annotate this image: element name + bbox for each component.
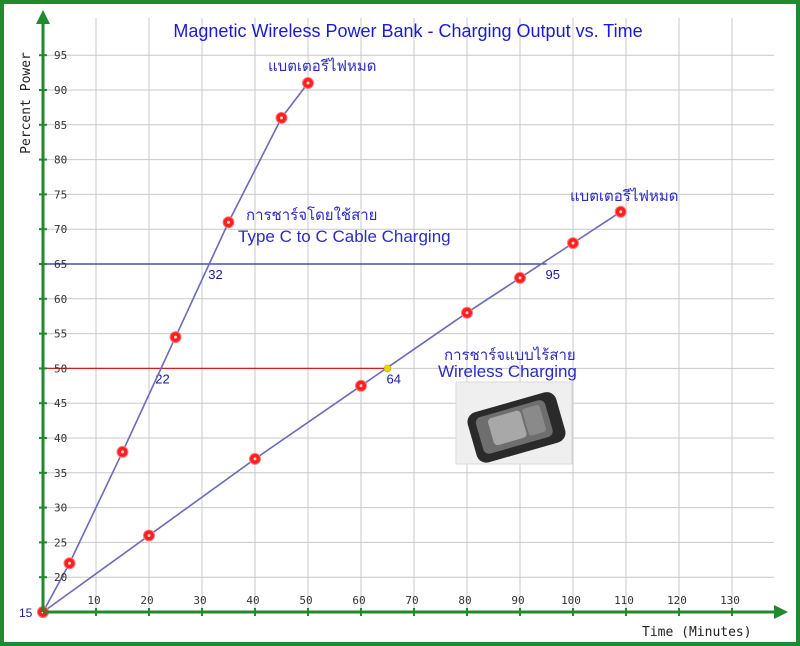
series-line <box>42 211 622 613</box>
axes <box>36 10 788 619</box>
y-axis-title: Percent Power <box>19 52 34 154</box>
x-axis-title: Time (Minutes) <box>642 625 752 640</box>
x-tick-label: 90 <box>511 594 524 607</box>
data-point-highlight <box>147 533 151 537</box>
wireless-empty-label: แบตเตอรีไฟหมด <box>570 187 679 205</box>
crossing-label: 22 <box>155 371 169 386</box>
cable-empty-label: แบตเตอรีไฟหมด <box>268 57 377 75</box>
power-bank-photo <box>455 381 573 465</box>
data-point-highlight <box>253 457 257 461</box>
x-tick-label: 10 <box>87 594 100 607</box>
x-tick-label: 130 <box>720 594 740 607</box>
y-tick-label: 85 <box>54 119 67 132</box>
cable-charging-thai-label: การชาร์จโดยใช้สาย <box>246 206 377 224</box>
y-tick-label: 70 <box>54 223 67 236</box>
reference-end-label: 95 <box>546 267 560 282</box>
y-tick-label: 40 <box>54 432 67 445</box>
wireless-charging-label: Wireless Charging <box>438 362 577 381</box>
data-point-highlight <box>571 241 575 245</box>
data-series <box>37 77 627 618</box>
data-point-highlight <box>619 210 623 214</box>
grid-lines <box>43 18 774 612</box>
tick-labels: 10 20 30 40 50 60 70 80 90 100 110 120 130 20 25 30 35 40… <box>19 49 740 620</box>
x-tick-label: 120 <box>667 594 687 607</box>
y-tick-label: 20 <box>54 571 67 584</box>
y-tick-label: 45 <box>54 397 67 410</box>
data-point-highlight <box>68 561 71 565</box>
x-tick-label: 110 <box>614 594 634 607</box>
crossing-label: 32 <box>208 267 222 282</box>
data-point-highlight <box>518 276 522 280</box>
y-tick-label: 80 <box>54 154 67 167</box>
origin-label: 15 <box>19 606 33 620</box>
wireless-charging-thai-label: การชาร์จแบบไร้สาย <box>444 346 576 364</box>
data-point-highlight <box>227 220 230 224</box>
data-point-highlight <box>174 335 177 339</box>
reference-lines: 95 64 32 22 <box>43 263 560 386</box>
y-tick-label: 30 <box>54 502 67 515</box>
data-point-highlight <box>465 311 469 315</box>
y-tick-label: 95 <box>54 49 67 62</box>
data-point-highlight <box>359 384 363 388</box>
data-point-highlight <box>280 116 283 120</box>
reference-end-label: 64 <box>387 371 401 386</box>
chart-title: Magnetic Wireless Power Bank - Charging … <box>173 21 642 41</box>
x-tick-label: 70 <box>405 594 418 607</box>
x-tick-label: 50 <box>299 594 312 607</box>
y-tick-label: 35 <box>54 467 67 480</box>
x-tick-label: 60 <box>352 594 365 607</box>
x-tick-label: 80 <box>458 594 471 607</box>
y-tick-label: 75 <box>54 188 67 201</box>
crossing-point <box>383 364 392 373</box>
data-point-highlight <box>306 81 310 85</box>
y-axis-arrow <box>36 10 50 24</box>
x-tick-label: 20 <box>140 594 153 607</box>
x-tick-label: 30 <box>193 594 206 607</box>
series-line <box>42 82 309 613</box>
y-tick-label: 55 <box>54 328 67 341</box>
cable-charging-label: Type C to C Cable Charging <box>238 227 451 246</box>
x-tick-label: 40 <box>246 594 259 607</box>
x-tick-label: 100 <box>561 594 581 607</box>
data-point-highlight <box>121 450 124 454</box>
y-tick-label: 50 <box>54 362 67 375</box>
y-tick-label: 25 <box>54 536 67 549</box>
x-axis-arrow <box>774 605 788 619</box>
y-tick-label: 60 <box>54 293 67 306</box>
y-tick-label: 90 <box>54 84 67 97</box>
y-tick-label: 65 <box>54 258 67 271</box>
